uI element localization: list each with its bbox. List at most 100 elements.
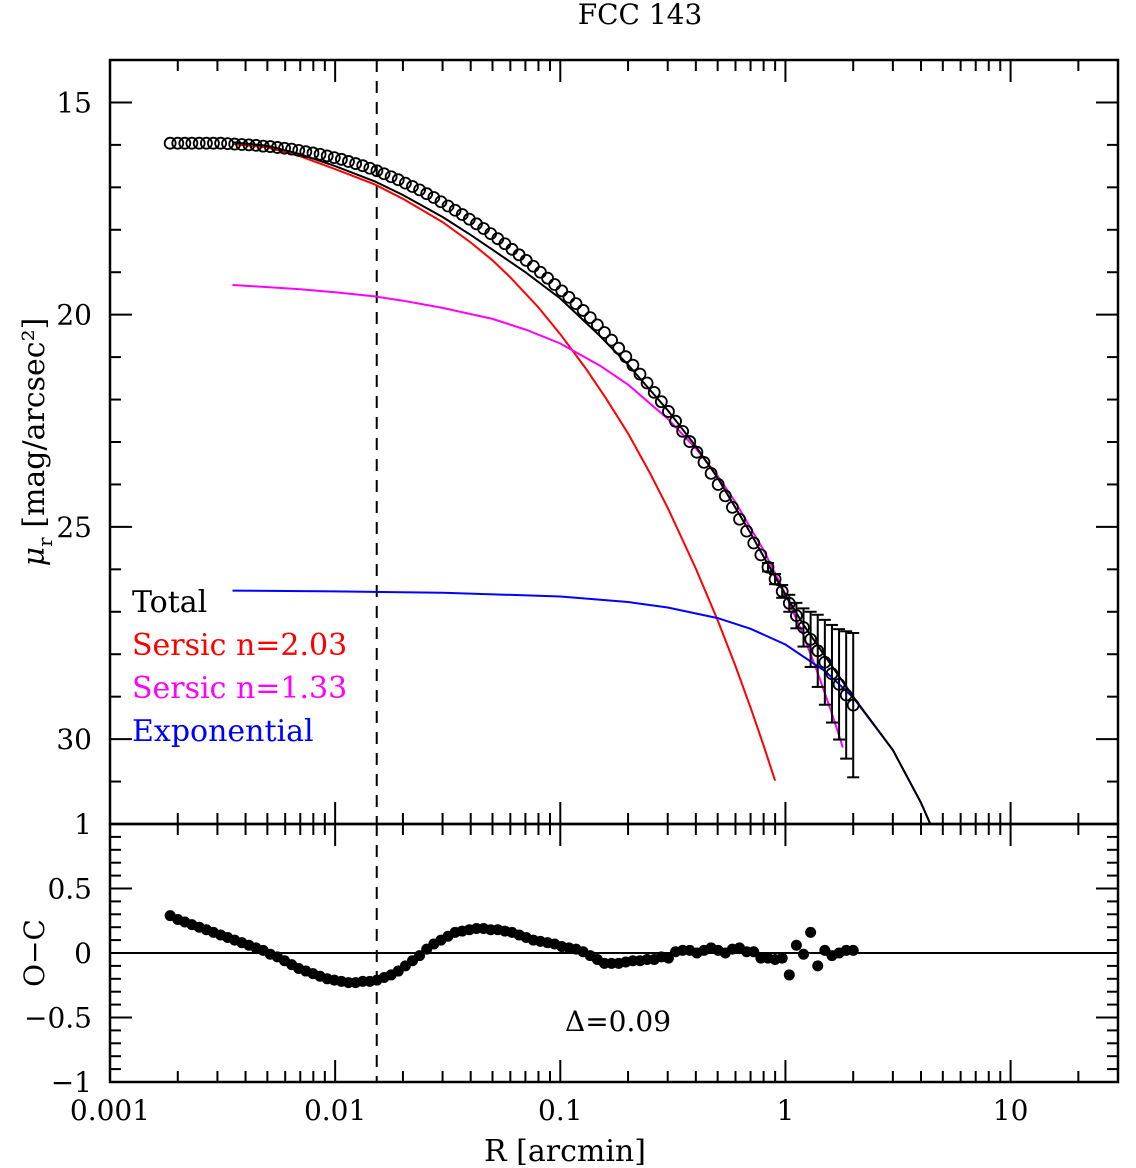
data-point bbox=[207, 136, 220, 150]
y-axis-label-top: μr [mag/arcsec²] bbox=[17, 318, 57, 567]
y-axis-label-bottom: O−C bbox=[18, 919, 51, 987]
residual-y-tick-label: −1 bbox=[51, 1066, 92, 1099]
x-tick-label: 0.001 bbox=[70, 1094, 150, 1127]
mu-symbol: μ bbox=[17, 547, 52, 567]
data-point bbox=[825, 667, 839, 681]
data-point bbox=[640, 376, 654, 390]
data-point bbox=[199, 136, 213, 150]
legend-entry-exponential: Exponential bbox=[132, 714, 314, 749]
top-panel-frame bbox=[108, 58, 1120, 826]
data-point bbox=[263, 140, 277, 153]
data-point bbox=[519, 253, 533, 267]
data-point bbox=[413, 183, 426, 197]
data-point bbox=[306, 146, 320, 160]
data-point bbox=[313, 147, 327, 161]
data-point bbox=[242, 138, 256, 152]
data-point bbox=[669, 414, 682, 428]
data-point bbox=[541, 271, 554, 285]
residual-annotation: Δ=0.09 bbox=[565, 1005, 671, 1038]
data-point bbox=[797, 621, 810, 634]
data-point bbox=[377, 167, 391, 181]
data-point bbox=[569, 297, 583, 311]
data-point bbox=[605, 333, 618, 347]
data-point bbox=[576, 304, 590, 317]
data-points bbox=[163, 136, 860, 712]
data-point bbox=[356, 159, 370, 173]
data-point bbox=[327, 151, 341, 165]
chart-title: FCC 143 bbox=[578, 0, 703, 31]
y-tick-label: 25 bbox=[56, 511, 92, 544]
data-point bbox=[434, 195, 448, 209]
x-tick-label: 10 bbox=[993, 1094, 1029, 1127]
data-point bbox=[726, 500, 739, 514]
data-point bbox=[832, 677, 846, 691]
residual-point bbox=[812, 960, 824, 972]
data-point bbox=[178, 136, 192, 150]
data-point bbox=[285, 142, 299, 156]
data-point bbox=[768, 572, 782, 586]
data-point bbox=[562, 290, 576, 304]
x-tick-label: 0.1 bbox=[538, 1094, 583, 1127]
residual-y-tick-label: 1 bbox=[74, 808, 92, 841]
residual-panel bbox=[110, 824, 1118, 1082]
residual-y-tick-label: 0 bbox=[74, 937, 92, 970]
data-point bbox=[782, 596, 796, 610]
data-point bbox=[342, 155, 355, 168]
y-tick-label: 30 bbox=[56, 723, 92, 756]
model-curves bbox=[232, 141, 932, 824]
data-point bbox=[334, 152, 348, 166]
data-point bbox=[811, 644, 825, 658]
data-point bbox=[654, 395, 668, 409]
data-point bbox=[512, 248, 526, 262]
data-point bbox=[320, 149, 334, 163]
data-point bbox=[214, 136, 228, 150]
data-point bbox=[839, 688, 853, 702]
data-point bbox=[363, 161, 377, 175]
residual-point bbox=[805, 926, 817, 938]
data-point bbox=[235, 138, 249, 151]
data-point bbox=[448, 203, 462, 217]
legend-entry-sersic-2: Sersic n=2.03 bbox=[132, 628, 347, 663]
data-point bbox=[171, 136, 185, 150]
data-point bbox=[249, 138, 263, 152]
data-point bbox=[761, 560, 775, 574]
residual-y-tick-label: −0.5 bbox=[24, 1002, 92, 1035]
data-point bbox=[256, 139, 270, 153]
y-tick-label: 15 bbox=[56, 86, 92, 119]
data-point bbox=[718, 489, 732, 503]
curve-sersic-n-1-33 bbox=[232, 284, 844, 748]
residual-point bbox=[414, 950, 426, 962]
data-point bbox=[775, 585, 789, 598]
axis-ticks bbox=[109, 60, 1119, 1083]
data-point bbox=[790, 609, 803, 622]
data-point bbox=[647, 385, 661, 399]
tick-labels: 0.001 0.01 0.1 1 10 15 20 25 30 −1 −0.5 0 0.5 1 bbox=[24, 86, 1028, 1127]
data-point bbox=[221, 137, 235, 151]
data-point bbox=[711, 478, 725, 491]
legend: Total Sersic n=2.03 Sersic n=1.33 Expone… bbox=[132, 585, 347, 749]
data-point bbox=[292, 144, 306, 157]
residual-points bbox=[164, 910, 859, 989]
r-subscript: r bbox=[33, 537, 57, 547]
curve-total bbox=[232, 141, 932, 824]
data-point bbox=[747, 536, 761, 550]
data-point bbox=[228, 137, 242, 151]
data-point bbox=[391, 173, 405, 187]
profile-panel bbox=[163, 60, 932, 824]
data-point bbox=[846, 698, 860, 712]
data-point bbox=[349, 157, 363, 170]
data-point bbox=[818, 655, 832, 669]
curve-sersic-n-2-03 bbox=[232, 143, 777, 782]
data-point bbox=[612, 341, 626, 355]
data-point bbox=[406, 180, 419, 193]
data-point bbox=[733, 512, 746, 526]
data-point bbox=[740, 524, 754, 538]
data-point bbox=[299, 145, 313, 159]
data-point bbox=[505, 242, 519, 256]
data-point bbox=[754, 548, 768, 562]
data-point bbox=[583, 311, 597, 325]
data-point bbox=[384, 170, 398, 184]
y-tick-label: 20 bbox=[56, 299, 92, 332]
data-point bbox=[598, 326, 611, 339]
